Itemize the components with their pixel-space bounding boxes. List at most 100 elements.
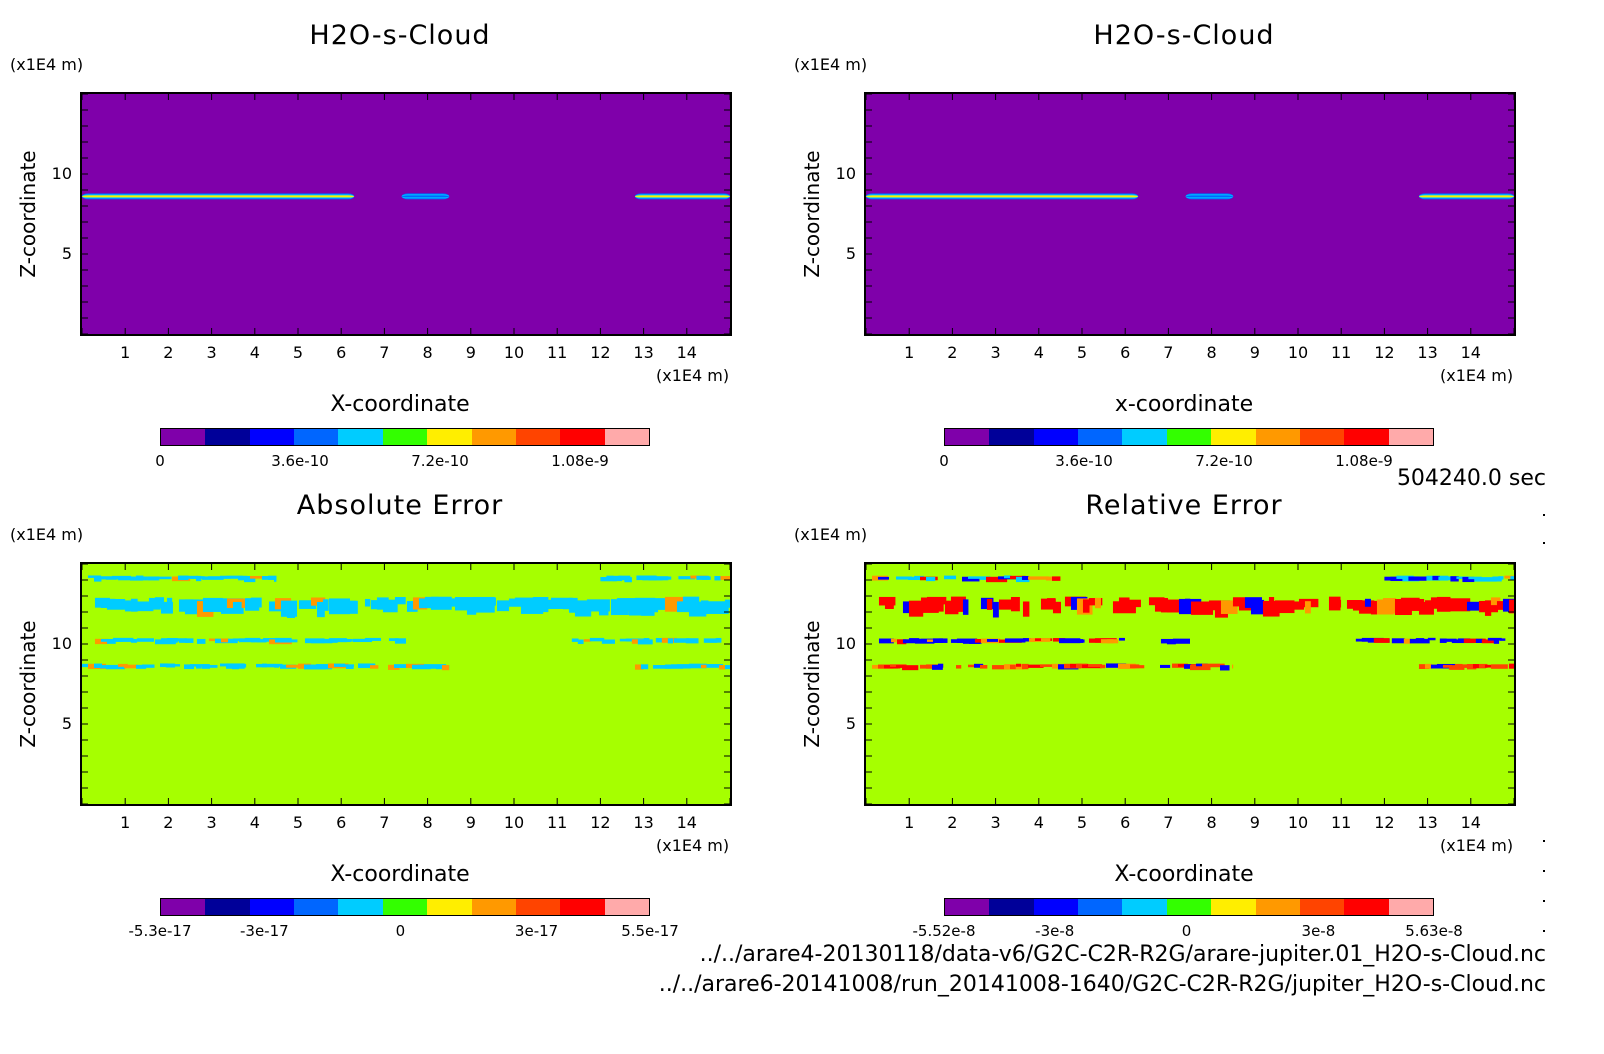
error-blob (1190, 601, 1214, 615)
x-tick-label: 8 (422, 813, 433, 832)
error-blob (220, 638, 229, 643)
error-blob (352, 638, 373, 643)
colorbar-swatch (205, 899, 250, 915)
heatmap-background (82, 94, 730, 334)
colorbar-swatch (1033, 429, 1079, 445)
error-blob (673, 638, 690, 643)
error-blob (136, 601, 154, 612)
error-blob (968, 576, 991, 579)
error-blob (364, 637, 382, 641)
error-blob (1490, 597, 1501, 606)
error-blob (926, 576, 936, 582)
margin-dot (1543, 900, 1545, 902)
error-blob (1082, 599, 1090, 613)
heatmap-svg (866, 564, 1514, 804)
error-blob (718, 601, 725, 613)
error-blob (184, 638, 194, 643)
error-blob (1022, 575, 1030, 580)
error-blob (652, 665, 671, 669)
colorbar-label: -3e-8 (1035, 922, 1075, 940)
x-tick-label: 8 (1206, 813, 1217, 832)
error-blob (1454, 663, 1463, 668)
error-blob (1328, 596, 1341, 611)
x-tick-label: 5 (292, 813, 304, 832)
error-blob (1028, 576, 1049, 580)
error-blob (878, 576, 890, 580)
margin-dot (1543, 840, 1545, 842)
x-tick-label: 9 (465, 343, 476, 362)
y-axis-label: Z-coordinate (16, 620, 40, 748)
error-blob (160, 663, 168, 668)
x-tick-label: 12 (1374, 343, 1395, 362)
error-blob (986, 598, 993, 610)
error-blob (232, 601, 242, 610)
error-blob (1481, 639, 1499, 644)
colorbar-label: 7.2e-10 (411, 452, 469, 470)
colorbar-swatch (945, 429, 990, 445)
x-tick-label: 1 (120, 813, 131, 832)
error-blob (274, 664, 280, 668)
error-blob (1493, 638, 1500, 644)
error-blob (706, 664, 724, 668)
error-blob (82, 663, 93, 668)
error-blob (720, 576, 730, 580)
error-blob (992, 601, 999, 618)
error-blob (94, 663, 103, 668)
cloud-band (634, 195, 730, 198)
x-tick-label: 10 (1287, 343, 1309, 362)
error-blob (655, 638, 663, 643)
error-blob (298, 600, 317, 609)
error-blob (286, 639, 298, 643)
error-blob (166, 637, 178, 643)
error-blob (950, 639, 961, 643)
colorbar-label: 7.2e-10 (1195, 452, 1253, 470)
colorbar-label: 3.6e-10 (271, 452, 329, 470)
colorbar-swatch (205, 429, 250, 445)
colorbar-label: 3e-8 (1301, 922, 1336, 940)
error-blob (980, 664, 988, 669)
error-blob (724, 665, 730, 670)
error-blob (148, 597, 161, 610)
error-blob (226, 575, 248, 579)
error-blob (316, 664, 332, 669)
error-blob (154, 576, 172, 580)
error-blob (346, 600, 356, 609)
error-blob (896, 639, 907, 645)
error-blob (172, 664, 181, 667)
error-blob (1462, 576, 1475, 583)
margin-dot (1543, 930, 1545, 932)
error-blob (1418, 664, 1430, 669)
error-blob (1010, 664, 1016, 670)
error-blob (1112, 601, 1136, 614)
y-tick-label: 5 (845, 244, 856, 263)
error-blob (583, 639, 592, 642)
error-blob (1202, 663, 1225, 668)
colorbar-label: 0 (1181, 922, 1192, 940)
colorbar-label: 1.08e-9 (551, 452, 609, 470)
error-blob (601, 639, 615, 644)
error-blob (1334, 599, 1342, 608)
error-blob (118, 638, 133, 642)
error-blob (962, 599, 969, 615)
chart-panel: H2O-s-Cloud (x1E4 m) Z-coordinate 10 5 1 2 3 4 5 6… (784, 0, 1564, 500)
error-blob (648, 576, 669, 581)
colorbar-swatch (515, 899, 561, 915)
file-path-1: ../../arare4-20130118/data-v6/G2C-C2R-R2… (699, 942, 1546, 967)
plot-area (864, 562, 1516, 806)
error-blob (878, 638, 894, 644)
error-blob (268, 575, 277, 580)
colorbar-label: -5.3e-17 (128, 922, 192, 940)
colorbar-swatch (471, 429, 516, 445)
error-blob (1474, 577, 1498, 582)
colorbar-swatch (515, 429, 561, 445)
error-blob (1136, 665, 1145, 669)
chart-panel: H2O-s-Cloud (x1E4 m) Z-coordinate 10 5 1 2 3 4 5 6… (0, 0, 780, 500)
x-tick-label: 7 (1163, 813, 1174, 832)
error-blob (956, 600, 968, 610)
error-blob (606, 575, 614, 580)
error-blob (136, 638, 155, 642)
error-blob (154, 597, 165, 609)
x-tick-label: 13 (1417, 343, 1438, 362)
error-blob (1424, 663, 1433, 669)
colorbar-label: 5.5e-17 (621, 922, 679, 940)
